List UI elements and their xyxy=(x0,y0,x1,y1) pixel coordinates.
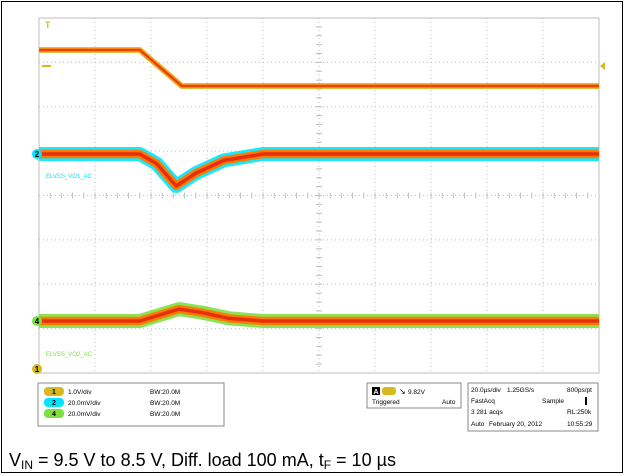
channel-bandwidth: BW:20.0M xyxy=(150,411,180,418)
run-mode: Auto xyxy=(471,421,485,428)
channel-badge xyxy=(44,409,64,418)
caption-tail: = 10 µs xyxy=(331,450,396,470)
acq-mode: FastAcq xyxy=(471,398,495,405)
trigger-position-marker: T xyxy=(45,20,51,30)
channel-scale: 1.0V/div xyxy=(68,389,92,396)
channel-scale: 20.0mV/div xyxy=(68,400,101,407)
acquisition-panel xyxy=(467,382,599,432)
timebase: 20.0µs/div xyxy=(471,387,502,394)
ch1-ground-marker xyxy=(32,364,42,374)
caption-f-sub: F xyxy=(323,458,332,472)
date: February 20, 2012 xyxy=(489,421,543,428)
channel-badge-label: 1 xyxy=(52,389,56,396)
acq-count: 3 281 acqs xyxy=(471,409,504,416)
trigger-mode: Auto xyxy=(442,399,456,406)
figure-caption: VIN = 9.5 V to 8.5 V, Diff. load 100 mA,… xyxy=(9,449,396,476)
trigger-state: Triggered xyxy=(372,399,400,406)
trigger-source-box xyxy=(372,387,380,395)
ch2-label: ELVSS_VO1_AC xyxy=(46,174,93,180)
ch2-marker-label: 2 xyxy=(35,150,40,159)
sample-rate: 1.25GS/s xyxy=(507,387,535,394)
ch4-label: ELVSS_VO2_AC xyxy=(46,352,93,358)
waveform-ch1-core xyxy=(39,49,599,87)
channel-badge xyxy=(44,398,64,407)
oscilloscope-screen: 2 4 1 T ELVSS_VO1_AC ELVSS_VO2_AC 1 1.0V/div BW:… xyxy=(32,17,605,432)
resolution: 800ps/pt xyxy=(567,387,592,394)
trigger-source: A xyxy=(373,389,378,396)
channel-bandwidth: BW:20.0M xyxy=(150,389,180,396)
channel-settings-panel xyxy=(37,382,225,427)
channel-badge-label: 4 xyxy=(52,411,56,418)
caption-v: V xyxy=(9,450,22,470)
trigger-level: 9.82V xyxy=(408,389,426,396)
caption-in-sub: IN xyxy=(21,458,34,472)
trigger-level-marker xyxy=(600,62,605,70)
channel-badge xyxy=(44,387,64,396)
sample-mode: Sample xyxy=(542,398,564,405)
ch4-marker-label: 4 xyxy=(35,317,40,326)
run-indicator xyxy=(585,397,587,405)
record-length: RL:250k xyxy=(567,409,592,416)
caption-text: = 9.5 V to 8.5 V, Diff. load 100 mA, t xyxy=(33,450,324,470)
channel-badge-label: 2 xyxy=(52,400,56,407)
channel-scale: 20.0mV/div xyxy=(68,411,101,418)
time: 10:55:29 xyxy=(567,421,593,428)
trigger-channel-badge xyxy=(382,387,396,395)
trigger-panel xyxy=(366,382,462,409)
ch2-marker xyxy=(32,149,42,159)
channel-bandwidth: BW:20.0M xyxy=(150,400,180,407)
waveform-ch4-core xyxy=(39,307,599,323)
ch1-ground-marker-label: 1 xyxy=(35,365,40,374)
waveform-ch2-core xyxy=(39,152,599,188)
trigger-slope-icon: ↘ xyxy=(399,387,406,396)
ch4-marker xyxy=(32,316,42,326)
